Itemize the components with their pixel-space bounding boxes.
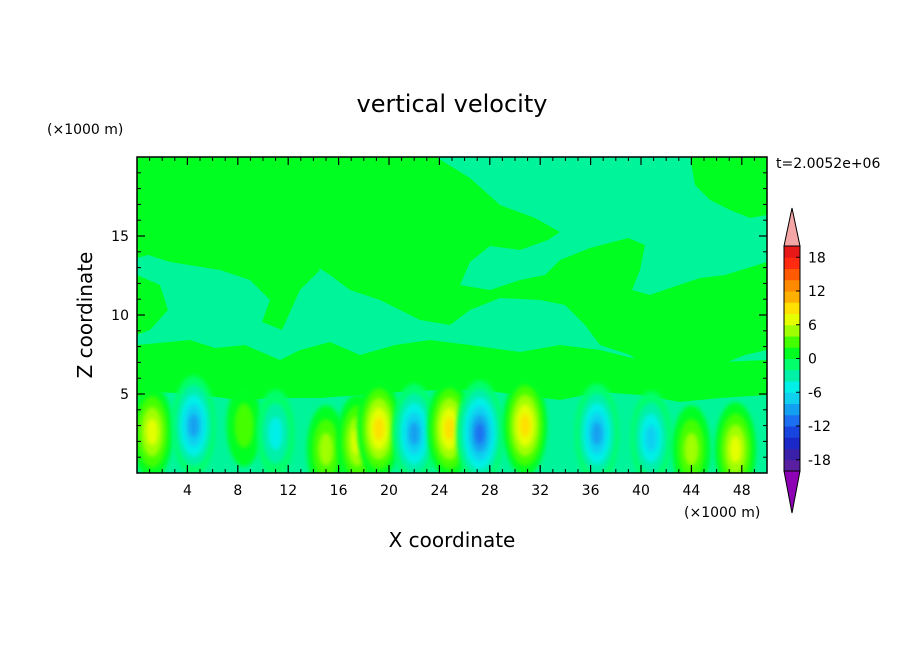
colorbar-segment-14 (784, 302, 800, 314)
time-label: t=2.0052e+06 (776, 156, 880, 172)
colorbar-segment-3 (784, 426, 800, 438)
cell-2 (171, 375, 216, 473)
x-tick-label-28: 28 (481, 483, 499, 499)
cell-15-contour-3 (729, 435, 742, 463)
y-axis: 5 10 15 (111, 172, 767, 458)
cell-15 (715, 402, 756, 473)
colorbar-segment-1 (784, 448, 800, 461)
cell-10 (456, 380, 504, 473)
cell-3 (226, 384, 262, 467)
colorbar-tick-label--6: -6 (808, 385, 822, 401)
x-axis-label: X coordinate (389, 528, 516, 552)
x-unit-label: (×1000 m) (684, 505, 760, 521)
cell-14-contour-2 (684, 432, 699, 466)
cell-7 (356, 378, 401, 473)
x-tick-label-24: 24 (430, 483, 448, 499)
colorbar-segment-0 (784, 459, 800, 472)
colorbar-tick-label-0: 0 (808, 352, 817, 368)
colorbar-over-triangle (783, 207, 801, 247)
cell-7-contour-4 (373, 417, 384, 441)
cell-12-contour-4 (591, 421, 602, 446)
x-tick-label-40: 40 (632, 483, 650, 499)
cell-4-contour-2 (268, 417, 283, 450)
colorbar-segment-10 (784, 347, 800, 359)
colorbar-segment-7 (784, 381, 800, 393)
cell-1 (137, 384, 173, 473)
colorbar: 18 12 6 0 -6 -12 -18 (783, 207, 831, 514)
x-tick-label-44: 44 (682, 483, 700, 499)
colorbar-segment-19 (784, 246, 800, 258)
cell-5-contour-2 (318, 432, 334, 466)
x-tick-label-32: 32 (531, 483, 549, 499)
colorbar-tick-label-18: 18 (808, 250, 826, 266)
colorbar-under-triangle (783, 470, 801, 514)
convective-cells (137, 375, 756, 473)
cell-13 (630, 391, 672, 473)
y-tick-label-15: 15 (111, 229, 129, 245)
colorbar-segment-4 (784, 414, 800, 427)
cell-8 (392, 383, 437, 473)
x-tick-label-20: 20 (380, 483, 398, 499)
y-axis-label: Z coordinate (73, 252, 97, 379)
colorbar-tick-label-12: 12 (808, 284, 826, 300)
x-tick-label-36: 36 (582, 483, 600, 499)
cell-14 (672, 405, 711, 473)
positive-upper-regions (137, 157, 767, 402)
cell-12 (574, 383, 619, 473)
cell-2-contour-4 (188, 414, 199, 438)
y-tick-label-5: 5 (120, 387, 129, 403)
colorbar-segment-5 (784, 403, 800, 416)
cell-4 (256, 389, 295, 473)
cell-11 (503, 375, 548, 473)
cell-3-contour-1 (234, 403, 254, 448)
colorbar-tick-label--18: -18 (808, 453, 831, 469)
colorbar-segment-6 (784, 392, 800, 404)
colorbar-segment-16 (784, 279, 800, 292)
y-unit-label: (×1000 m) (47, 122, 123, 138)
x-tick-label-48: 48 (733, 483, 751, 499)
cell-8-contour-4 (409, 421, 420, 446)
x-axis: 4 8 12 16 20 24 28 32 36 40 44 48 (149, 157, 755, 499)
cell-1-contour-3 (146, 418, 158, 446)
x-tick-label-8: 8 (233, 483, 242, 499)
colorbar-segment-8 (784, 369, 800, 382)
cell-10-contour-5 (475, 423, 485, 444)
colorbar-segment-18 (784, 257, 800, 269)
x-tick-label-12: 12 (279, 483, 297, 499)
colorbar-tick-label-6: 6 (808, 318, 817, 334)
cell-13-contour-3 (645, 424, 657, 452)
colorbar-segment-12 (784, 324, 800, 337)
cell-5 (307, 405, 345, 473)
colorbar-segment-11 (784, 336, 800, 348)
chart-title: vertical velocity (357, 90, 548, 118)
x-tick-label-4: 4 (183, 483, 192, 499)
x-tick-label-16: 16 (330, 483, 348, 499)
y-tick-label-10: 10 (111, 308, 129, 324)
colorbar-segment-17 (784, 268, 800, 281)
colorbar-segment-2 (784, 437, 800, 449)
cell-9-contour-4 (444, 417, 455, 441)
colorbar-segment-15 (784, 291, 800, 303)
colorbar-segment-9 (784, 358, 800, 371)
colorbar-segment-13 (784, 313, 800, 326)
cell-11-contour-4 (520, 414, 531, 438)
plot-area (137, 157, 767, 473)
colorbar-tick-label--12: -12 (808, 419, 831, 435)
